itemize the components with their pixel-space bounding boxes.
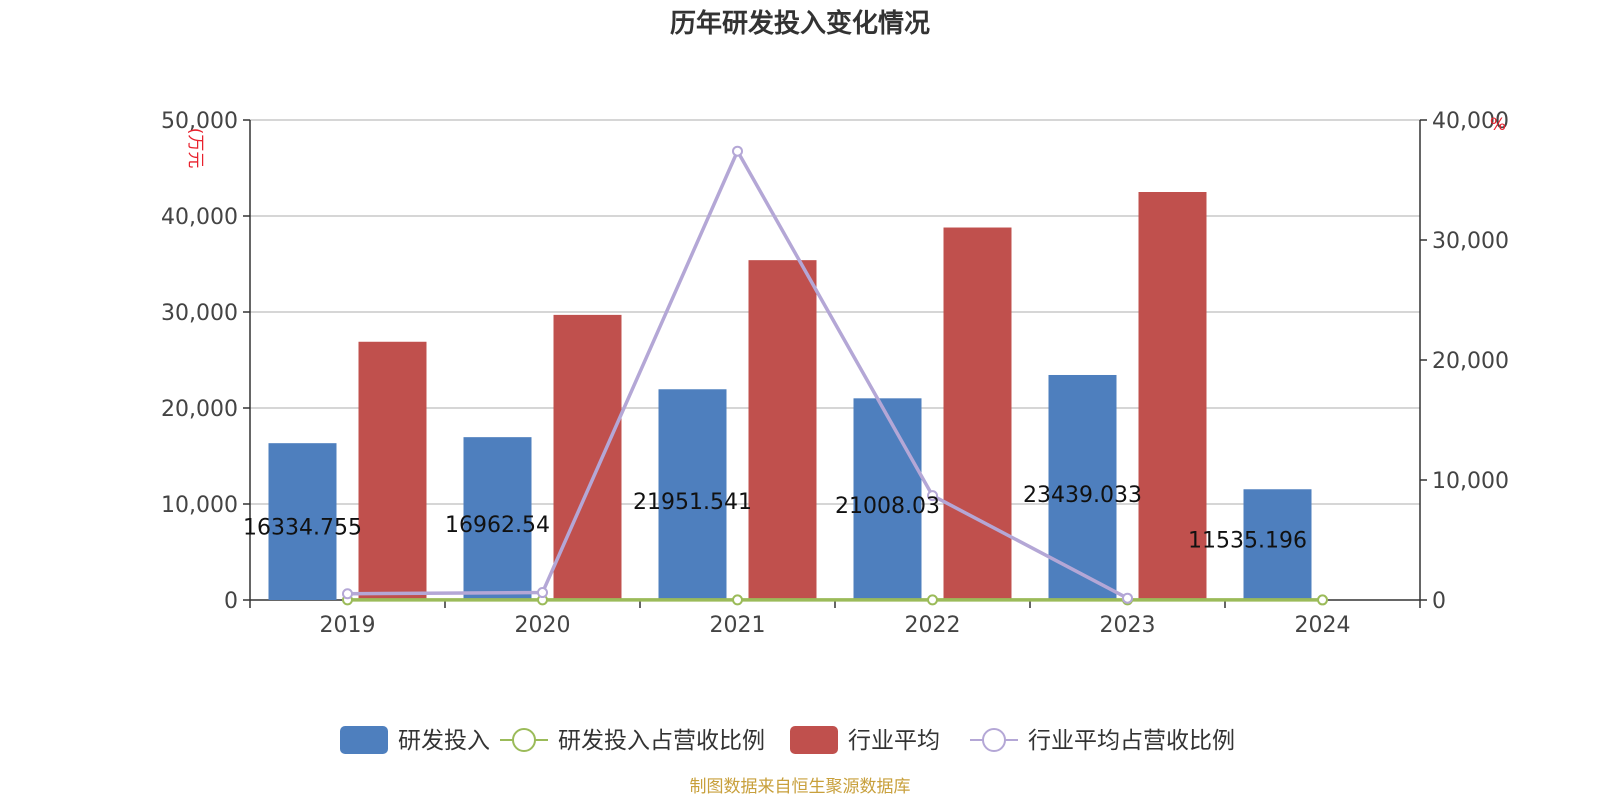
legend-label: 行业平均占营收比例 <box>1028 728 1235 754</box>
legend[interactable]: 研发投入 研发投入占营收比例 行业平均 行业平均占营收比例 <box>340 726 1235 754</box>
data-label: 16962.54 <box>445 513 550 538</box>
point-rd-ratio <box>1318 595 1327 604</box>
bar-industry-average <box>554 315 622 600</box>
data-label: 21951.541 <box>633 490 752 515</box>
bar-industry-average <box>749 260 817 600</box>
legend-item[interactable]: 行业平均占营收比例 <box>970 728 1235 754</box>
y-left-tick-label: 30,000 <box>161 301 238 326</box>
y-right-tick-label: 20,000 <box>1432 349 1509 374</box>
data-label: 11535.196 <box>1188 528 1307 553</box>
legend-swatch-marker <box>983 729 1005 751</box>
point-industry-ratio <box>733 147 742 156</box>
legend-swatch <box>790 726 838 754</box>
y-right-tick-label: 30,000 <box>1432 229 1509 254</box>
y-left-tick-label: 40,000 <box>161 205 238 230</box>
chart-title: 历年研发投入变化情况 <box>670 8 930 39</box>
x-tick-label: 2023 <box>1100 613 1156 638</box>
legend-item[interactable]: 研发投入占营收比例 <box>500 728 765 754</box>
x-tick-label: 2019 <box>320 613 376 638</box>
legend-label: 研发投入 <box>398 728 490 754</box>
y-right-tick-label: 10,000 <box>1432 469 1509 494</box>
x-tick-label: 2021 <box>710 613 766 638</box>
legend-label: 行业平均 <box>848 728 940 754</box>
x-tick-label: 2022 <box>905 613 961 638</box>
bar-series <box>269 192 1312 600</box>
x-tick-label: 2020 <box>515 613 571 638</box>
point-industry-ratio <box>343 589 352 598</box>
x-tick-label: 2024 <box>1295 613 1351 638</box>
y-left-tick-label: 0 <box>224 589 238 614</box>
y-left-tick-label: 10,000 <box>161 493 238 518</box>
data-label: 23439.033 <box>1023 483 1142 508</box>
legend-label: 研发投入占营收比例 <box>558 728 765 754</box>
bar-industry-average <box>944 228 1012 600</box>
y-right-tick-label: 0 <box>1432 589 1446 614</box>
point-industry-ratio <box>538 588 547 597</box>
legend-swatch-marker <box>513 729 535 751</box>
y-left-unit-label: (万元 <box>185 128 205 169</box>
legend-swatch <box>340 726 388 754</box>
data-label: 16334.755 <box>243 516 362 541</box>
y-right-unit-label: % <box>1490 115 1506 135</box>
data-label: 21008.03 <box>835 494 940 519</box>
point-rd-ratio <box>928 595 937 604</box>
source-note: 制图数据来自恒生聚源数据库 <box>690 777 911 797</box>
point-rd-ratio <box>733 595 742 604</box>
point-industry-ratio <box>1123 594 1132 603</box>
bar-industry-average <box>359 342 427 600</box>
legend-item[interactable]: 研发投入 <box>340 726 490 754</box>
legend-item[interactable]: 行业平均 <box>790 726 940 754</box>
y-left-tick-label: 20,000 <box>161 397 238 422</box>
